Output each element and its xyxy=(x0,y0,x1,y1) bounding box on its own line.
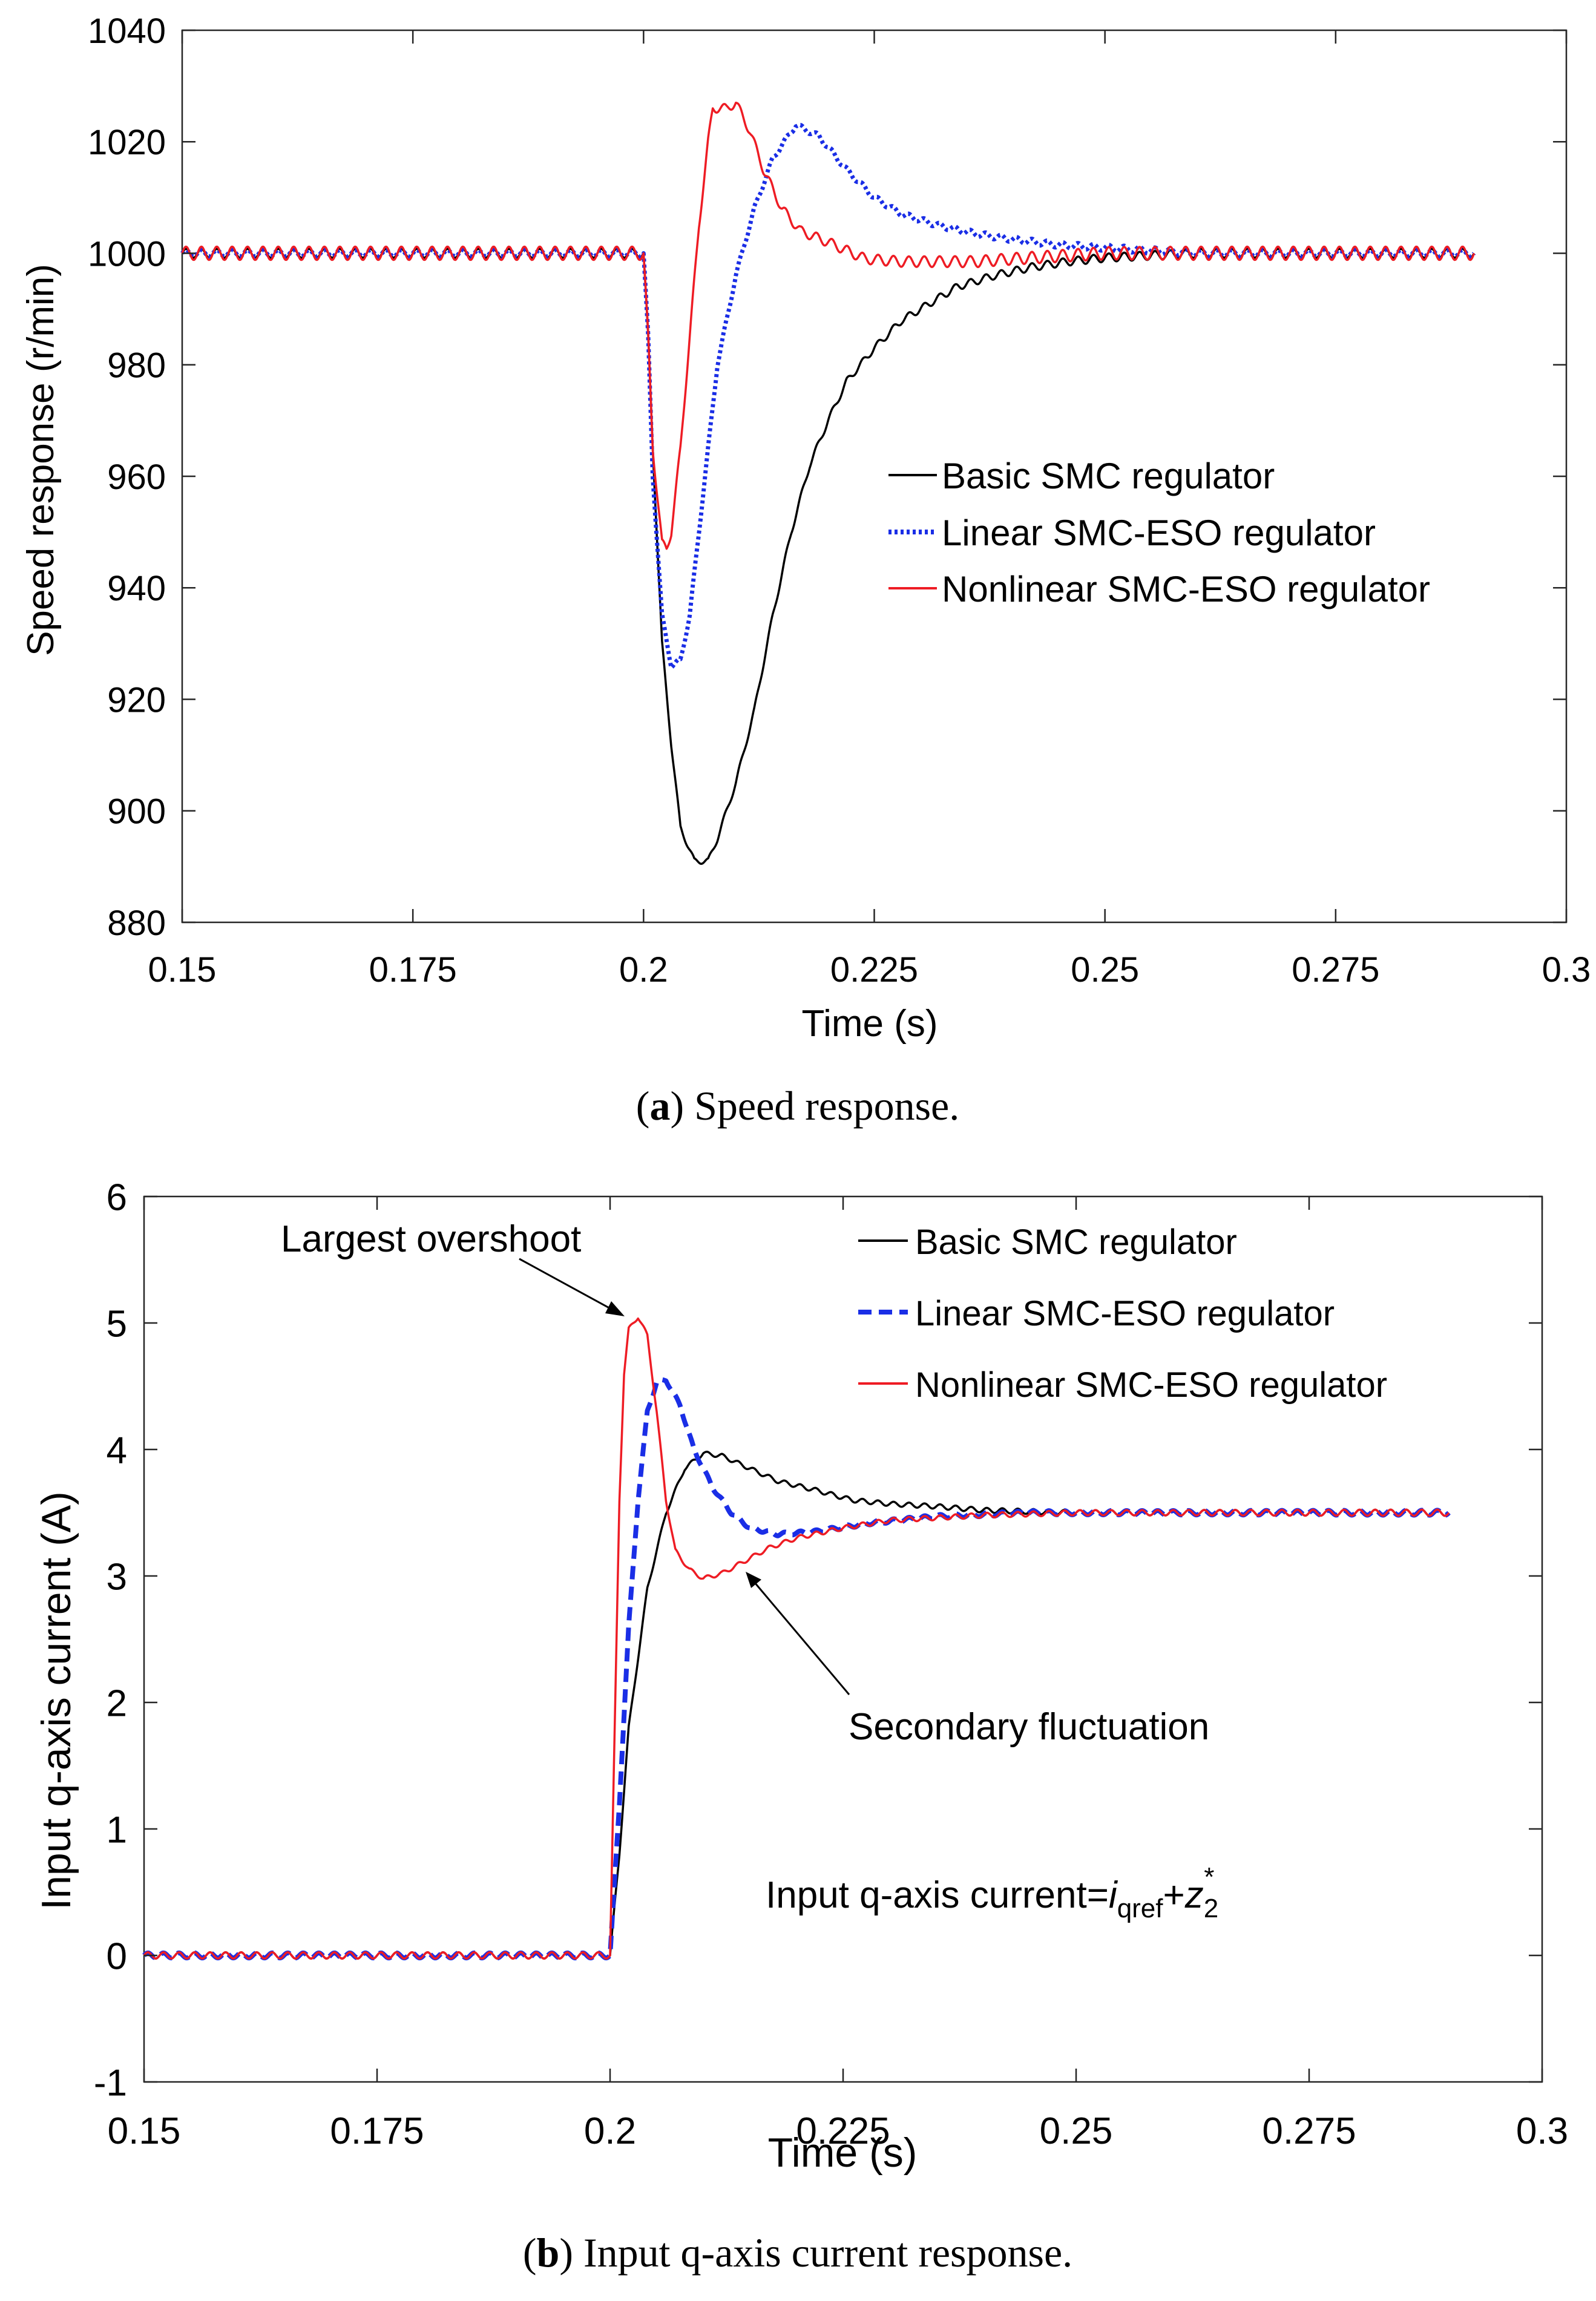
current-x-tick-label: 0.2 xyxy=(584,2110,636,2152)
current-y-tick-label: 2 xyxy=(107,1682,127,1724)
current-x-tick-label: 0.25 xyxy=(1040,2110,1113,2152)
caption-a: (a) Speed response. xyxy=(636,1083,959,1129)
speed-y-ticks: 880 900 920 940 960 980 1000 1020 1040 xyxy=(88,11,1566,943)
caption-a-text: Speed response. xyxy=(694,1083,959,1129)
speed-y-tick-label: 1000 xyxy=(88,234,166,274)
largest-overshoot-arrow-head xyxy=(605,1301,625,1316)
speed-x-tick-label: 0.3 xyxy=(1542,950,1591,990)
current-y-tick-label: 1 xyxy=(107,1809,127,1851)
formula-z-sup: * xyxy=(1204,1862,1214,1892)
speed-y-tick-label: 1040 xyxy=(88,11,166,51)
caption-a-text-line: (a) Speed response. xyxy=(636,1083,959,1129)
current-x-tick-label: 0.275 xyxy=(1262,2110,1356,2152)
secondary-fluctuation-arrow-head xyxy=(746,1572,761,1588)
formula-annotation: Input q-axis current=iqref+z2* xyxy=(766,1862,1218,1923)
speed-x-tick-label: 0.275 xyxy=(1292,950,1379,990)
speed-y-tick-label: 1020 xyxy=(88,123,166,162)
speed-legend-label-basic: Basic SMC regulator xyxy=(942,456,1275,496)
speed-y-tick-label: 900 xyxy=(107,792,166,832)
speed-legend-label-nonlinear: Nonlinear SMC-ESO regulator xyxy=(942,569,1430,609)
current-y-axis-label: Input q-axis current (A) xyxy=(33,1491,79,1910)
largest-overshoot-label: Largest overshoot xyxy=(281,1218,581,1260)
current-x-axis-label: Time (s) xyxy=(768,2130,918,2176)
speed-x-tick-label: 0.2 xyxy=(619,950,668,990)
formula-i-sub: qref xyxy=(1117,1894,1164,1923)
largest-overshoot-arrow-line xyxy=(519,1258,612,1310)
formula-plus: + xyxy=(1163,1874,1185,1916)
caption-b-label: b xyxy=(536,2230,559,2276)
current-y-tick-label: 0 xyxy=(107,1935,127,1977)
current-y-tick-label: 3 xyxy=(107,1556,127,1598)
speed-y-tick-label: 920 xyxy=(107,680,166,720)
current-legend-label-linear: Linear SMC-ESO regulator xyxy=(915,1294,1335,1333)
speed-x-ticks: 0.15 0.175 0.2 0.225 0.25 0.275 0.3 xyxy=(148,30,1591,990)
speed-legend-label-linear: Linear SMC-ESO regulator xyxy=(942,513,1376,553)
speed-x-tick-label: 0.25 xyxy=(1071,950,1139,990)
caption-b-text-line: (b) Input q-axis current response. xyxy=(523,2230,1072,2276)
speed-y-tick-label: 960 xyxy=(107,458,166,497)
current-x-tick-label: 0.15 xyxy=(108,2110,181,2152)
caption-b-paren-open: ( xyxy=(523,2230,537,2276)
current-legend: Basic SMC regulator Linear SMC-ESO regul… xyxy=(858,1223,1387,1405)
current-y-tick-label: 6 xyxy=(107,1177,127,1218)
current-y-tick-label: 5 xyxy=(107,1303,127,1345)
current-y-tick-label: -1 xyxy=(94,2062,127,2104)
current-x-ticks: 0.15 0.175 0.2 0.225 0.25 0.275 0.3 xyxy=(108,1196,1568,2152)
current-series-nonlinear-smc-eso-regulator xyxy=(143,1317,1450,1960)
current-y-ticks: -1 0 1 2 3 4 5 6 xyxy=(94,1177,1542,2104)
formula-z-sub: 2 xyxy=(1204,1894,1218,1923)
caption-b-paren-close: ) xyxy=(559,2230,583,2276)
current-legend-label-nonlinear: Nonlinear SMC-ESO regulator xyxy=(915,1365,1387,1405)
current-x-tick-label: 0.225 xyxy=(796,2110,890,2152)
current-response-chart: 0.15 0.175 0.2 0.225 0.25 0.275 0.3 -10123456 … xyxy=(33,1177,1568,2176)
speed-y-tick-label: 940 xyxy=(107,569,166,608)
speed-y-axis-label: Speed response (r/min) xyxy=(20,264,62,656)
speed-series-nonlinear-smc-eso-regulator xyxy=(181,102,1476,550)
formula-z: z xyxy=(1184,1874,1204,1916)
caption-a-paren-open: ( xyxy=(636,1083,650,1129)
current-series-group xyxy=(142,1317,1451,1961)
caption-b: (b) Input q-axis current response. xyxy=(523,2230,1072,2276)
formula-i: i xyxy=(1109,1874,1118,1916)
caption-a-label: a xyxy=(649,1083,670,1129)
speed-response-chart: 0.15 0.175 0.2 0.225 0.25 0.275 0.3 880 900 920 9… xyxy=(20,11,1591,1045)
speed-legend: Basic SMC regulator Linear SMC-ESO regul… xyxy=(888,456,1430,609)
current-y-tick-label: 4 xyxy=(107,1430,127,1471)
secondary-fluctuation-label: Secondary fluctuation xyxy=(849,1706,1209,1748)
speed-x-tick-label: 0.175 xyxy=(369,950,457,990)
current-x-tick-label: 0.3 xyxy=(1516,2110,1568,2152)
speed-y-tick-label: 980 xyxy=(107,346,166,386)
caption-a-paren-close: ) xyxy=(670,1083,694,1129)
current-x-tick-label: 0.175 xyxy=(330,2110,424,2152)
current-legend-label-basic: Basic SMC regulator xyxy=(915,1223,1237,1262)
speed-series-group xyxy=(180,102,1476,865)
formula-prefix: Input q-axis current= xyxy=(766,1874,1109,1916)
speed-x-axis-label: Time (s) xyxy=(802,1003,938,1045)
secondary-fluctuation-arrow-line xyxy=(754,1582,850,1695)
speed-x-tick-label: 0.15 xyxy=(148,950,217,990)
speed-x-tick-label: 0.225 xyxy=(830,950,918,990)
caption-b-text: Input q-axis current response. xyxy=(583,2230,1072,2276)
speed-y-tick-label: 880 xyxy=(107,904,166,943)
annotation-secondary-fluctuation: Secondary fluctuation xyxy=(746,1572,1209,1748)
annotation-largest-overshoot: Largest overshoot xyxy=(281,1218,625,1316)
